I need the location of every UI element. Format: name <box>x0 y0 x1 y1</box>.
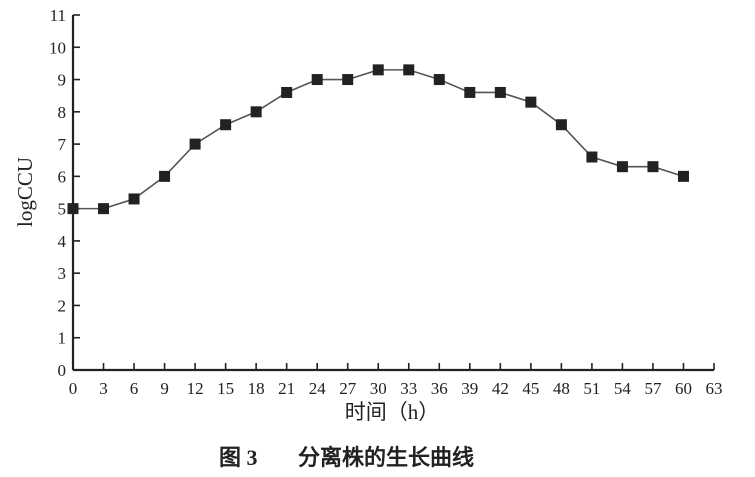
data-point-marker <box>616 161 628 173</box>
x-tick-label: 21 <box>278 379 295 398</box>
data-point-marker <box>555 119 567 131</box>
x-tick-label: 54 <box>614 379 632 398</box>
x-tick-label: 18 <box>248 379 265 398</box>
data-point-marker <box>250 106 262 118</box>
data-point-marker <box>189 138 201 150</box>
y-ticks: 0 1 2 3 4 5 6 7 8 9 10 11 <box>49 6 80 380</box>
y-tick-label: 0 <box>58 361 67 380</box>
x-tick-label: 42 <box>492 379 509 398</box>
x-tick-label: 15 <box>217 379 234 398</box>
y-tick-label: 1 <box>58 329 67 348</box>
data-point-marker <box>159 170 171 182</box>
x-tick-label: 60 <box>675 379 692 398</box>
data-point-marker <box>647 161 659 173</box>
data-point-marker <box>372 64 384 76</box>
data-point-marker <box>677 170 689 182</box>
y-tick-label: 4 <box>58 232 67 251</box>
series-line <box>73 69 684 210</box>
data-point-marker <box>342 74 354 86</box>
data-point-marker <box>433 74 445 86</box>
x-tick-label: 48 <box>553 379 570 398</box>
data-point-marker <box>494 86 506 98</box>
x-ticks: 0 3 6 9 12 15 18 21 24 27 30 33 36 39 42 45 48 51 54 57 60 63 <box>69 363 723 398</box>
x-tick-label: 12 <box>187 379 204 398</box>
data-point-marker <box>464 86 476 98</box>
figure-caption: 图 3 分离株的生长曲线 <box>219 445 474 470</box>
x-tick-label: 39 <box>461 379 478 398</box>
y-tick-label: 7 <box>58 135 67 154</box>
y-tick-label: 8 <box>58 103 67 122</box>
data-point-marker <box>220 119 232 131</box>
axes-layer <box>71 15 714 372</box>
caption-label: 图 3 <box>219 445 258 470</box>
data-point-marker <box>311 74 323 86</box>
y-tick-label: 5 <box>58 200 67 219</box>
y-axis-title: logCCU <box>13 157 37 227</box>
caption-text: 分离株的生长曲线 <box>298 445 474 470</box>
x-tick-label: 51 <box>583 379 600 398</box>
data-point-marker <box>128 193 140 205</box>
x-tick-label: 30 <box>370 379 387 398</box>
x-tick-label: 0 <box>69 379 78 398</box>
x-tick-label: 45 <box>522 379 539 398</box>
x-tick-label: 36 <box>431 379 448 398</box>
x-tick-label: 27 <box>339 379 357 398</box>
y-tick-label: 3 <box>58 264 67 283</box>
x-tick-label: 33 <box>400 379 417 398</box>
data-point-marker <box>586 151 598 163</box>
data-point-marker <box>403 64 415 76</box>
y-tick-label: 9 <box>58 71 67 90</box>
y-tick-label: 10 <box>49 38 66 57</box>
x-axis-title: 时间（h） <box>345 400 440 424</box>
x-tick-label: 63 <box>706 379 723 398</box>
x-tick-label: 24 <box>309 379 327 398</box>
x-tick-label: 3 <box>99 379 108 398</box>
x-tick-label: 57 <box>644 379 662 398</box>
data-point-marker <box>281 86 293 98</box>
series-layer <box>67 64 689 215</box>
x-tick-label: 6 <box>130 379 139 398</box>
data-point-marker <box>525 96 537 108</box>
data-point-marker <box>67 203 79 215</box>
y-tick-label: 11 <box>50 6 66 25</box>
y-tick-label: 2 <box>58 296 67 315</box>
data-point-marker <box>98 203 110 215</box>
x-tick-label: 9 <box>160 379 169 398</box>
y-tick-label: 6 <box>58 167 67 186</box>
